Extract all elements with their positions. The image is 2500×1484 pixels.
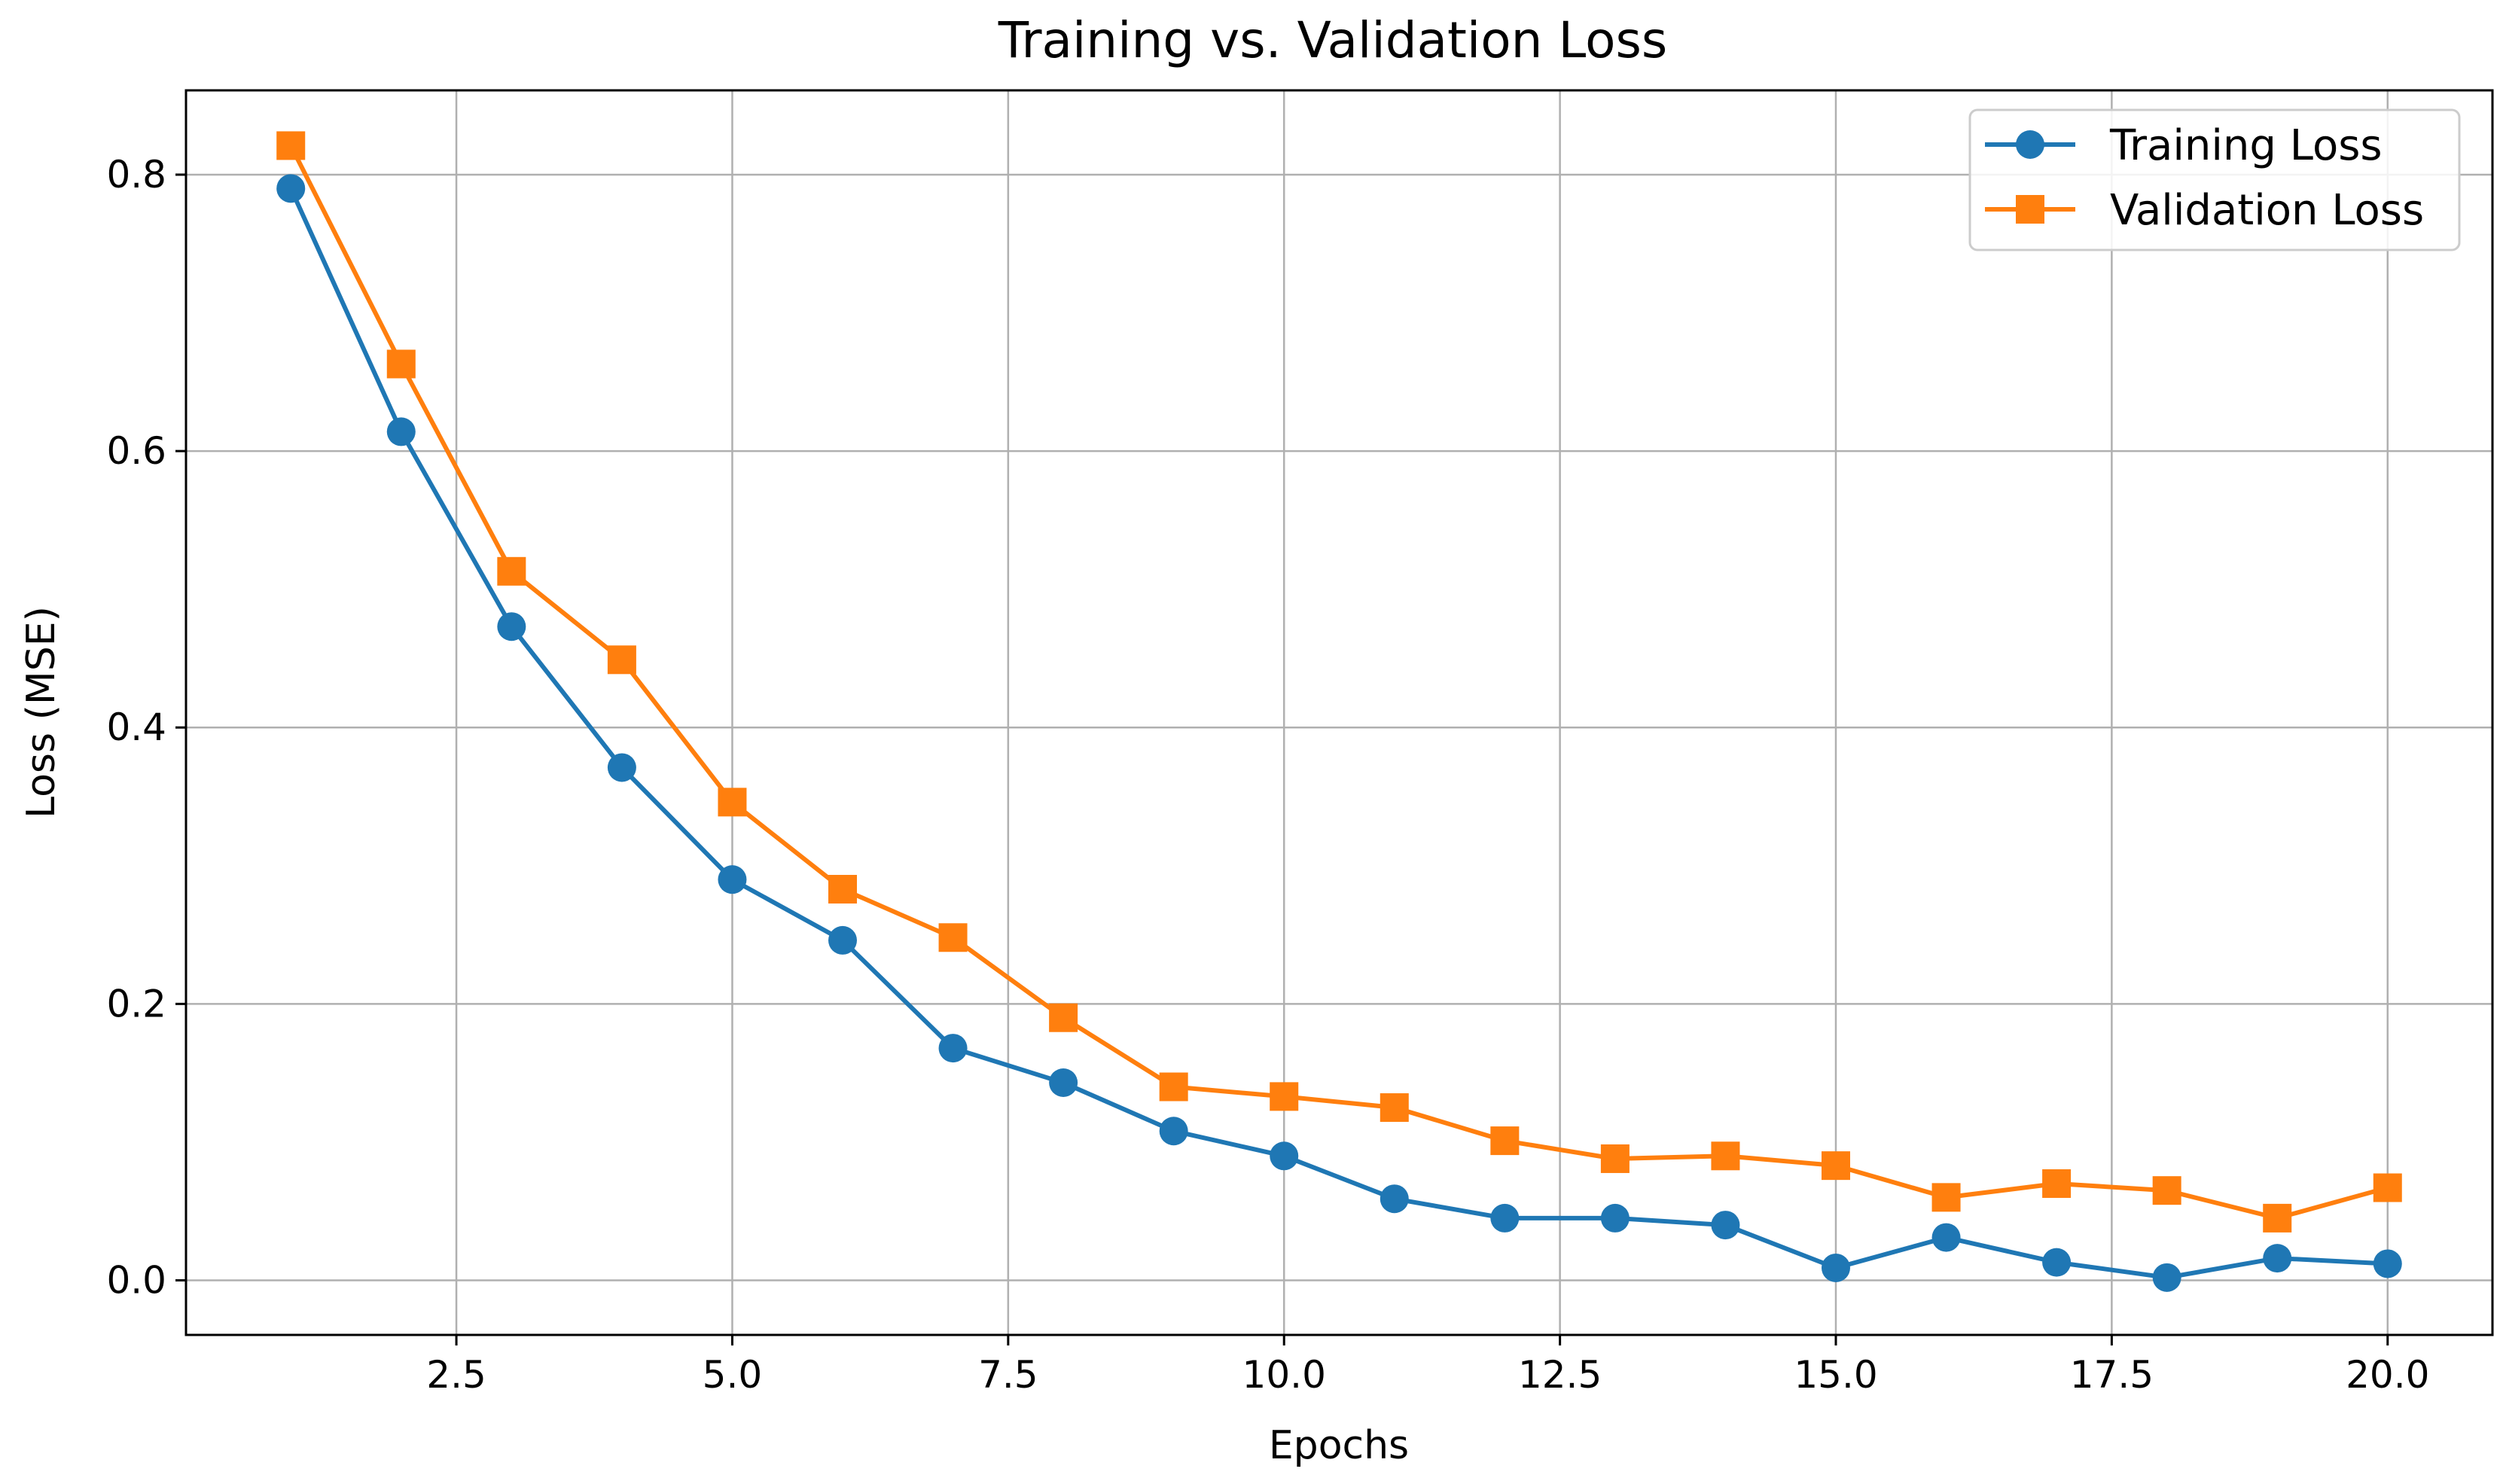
data-point-validation-loss [938,923,968,952]
data-point-validation-loss [2263,1203,2292,1233]
data-point-training-loss [1821,1253,1850,1282]
data-point-validation-loss [386,349,416,379]
y-tick-label: 0.6 [106,429,166,473]
chart-title: Training vs. Validation Loss [998,11,1667,69]
x-tick-label: 17.5 [2070,1353,2154,1397]
data-point-validation-loss [1600,1144,1630,1173]
data-point-training-loss [1049,1068,1078,1097]
data-point-training-loss [497,612,526,641]
data-point-training-loss [1931,1223,1961,1252]
data-point-training-loss [938,1034,968,1063]
grid-lines [186,90,2492,1335]
data-point-validation-loss [497,556,526,586]
data-point-training-loss [1490,1203,1520,1233]
data-point-training-loss [1600,1203,1630,1233]
data-point-validation-loss [2042,1169,2072,1198]
data-point-validation-loss [1711,1141,1740,1171]
series-line-training-loss [288,187,2388,1280]
x-tick-label: 20.0 [2346,1353,2429,1397]
data-point-training-loss [828,925,858,955]
data-point-validation-loss [828,875,858,904]
data-point-training-loss [1159,1117,1188,1146]
data-point-validation-loss [1159,1072,1188,1102]
series-layer [276,131,2402,1292]
data-point-validation-loss [1049,1003,1078,1032]
x-tick-label: 2.5 [426,1353,486,1397]
data-point-training-loss [2263,1244,2292,1273]
x-axis-ticks: 2.5 5.0 7.5 10.0 12.5 15.0 17.5 20.0 [426,1335,2429,1397]
data-point-validation-loss [276,131,306,160]
data-point-training-loss [607,753,636,782]
data-point-training-loss [276,174,306,203]
x-tick-label: 12.5 [1518,1353,1602,1397]
legend: Training Loss Validation Loss [1968,108,2461,251]
data-point-validation-loss [1821,1151,1850,1181]
legend-label-training-loss: Training Loss [2109,121,2383,170]
x-tick-label: 15.0 [1794,1353,1877,1397]
y-axis-label: Loss (MSE) [19,606,64,818]
x-tick-label: 10.0 [1242,1353,1326,1397]
data-point-training-loss [2152,1263,2181,1292]
y-tick-label: 0.4 [106,705,166,749]
data-point-validation-loss [1380,1093,1409,1123]
data-point-training-loss [718,865,747,894]
legend-marker-validation-loss [2016,195,2044,224]
legend-label-validation-loss: Validation Loss [2110,186,2424,235]
y-tick-label: 0.8 [106,153,166,197]
data-point-validation-loss [2152,1176,2181,1205]
x-tick-label: 7.5 [978,1353,1038,1397]
data-point-training-loss [1270,1141,1299,1171]
legend-marker-training-loss [2016,130,2044,159]
y-tick-label: 0.0 [106,1258,166,1302]
data-point-validation-loss [607,645,636,675]
x-axis-label: Epochs [1269,1423,1409,1468]
y-axis-ticks: 0.0 0.2 0.4 0.6 0.8 [106,153,186,1302]
data-point-validation-loss [1490,1126,1520,1156]
x-tick-label: 5.0 [703,1353,763,1397]
y-tick-label: 0.2 [106,982,166,1025]
data-point-validation-loss [2373,1173,2402,1202]
legend-box [1968,108,2461,251]
data-point-training-loss [2042,1248,2072,1277]
data-point-training-loss [386,417,416,446]
series-line-validation-loss [288,145,2389,1220]
data-point-training-loss [1711,1211,1740,1240]
data-point-training-loss [2373,1249,2402,1278]
data-point-training-loss [1380,1184,1409,1214]
plot-area-frame [184,89,2494,1336]
data-point-validation-loss [718,788,747,817]
data-point-validation-loss [1270,1082,1299,1111]
data-point-validation-loss [1931,1183,1961,1212]
